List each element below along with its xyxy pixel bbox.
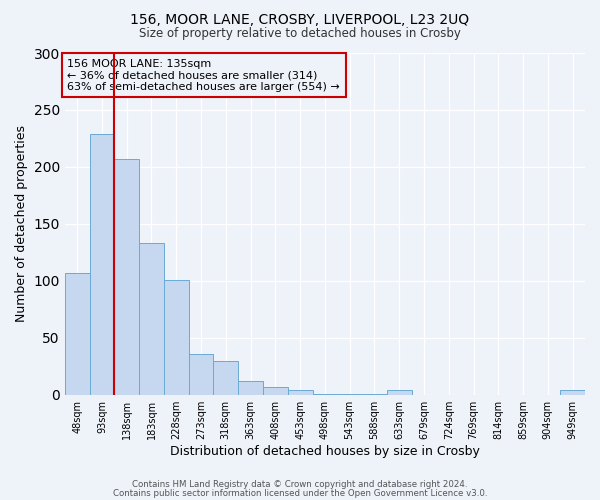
Bar <box>263 386 288 394</box>
Text: 156 MOOR LANE: 135sqm
← 36% of detached houses are smaller (314)
63% of semi-det: 156 MOOR LANE: 135sqm ← 36% of detached … <box>67 58 340 92</box>
Bar <box>560 390 585 394</box>
Bar <box>89 134 115 394</box>
Text: Contains public sector information licensed under the Open Government Licence v3: Contains public sector information licen… <box>113 489 487 498</box>
Bar <box>65 273 89 394</box>
Y-axis label: Number of detached properties: Number of detached properties <box>15 126 28 322</box>
Text: Contains HM Land Registry data © Crown copyright and database right 2024.: Contains HM Land Registry data © Crown c… <box>132 480 468 489</box>
Bar <box>188 354 214 395</box>
Text: Size of property relative to detached houses in Crosby: Size of property relative to detached ho… <box>139 28 461 40</box>
Bar <box>288 390 313 394</box>
Text: 156, MOOR LANE, CROSBY, LIVERPOOL, L23 2UQ: 156, MOOR LANE, CROSBY, LIVERPOOL, L23 2… <box>130 12 470 26</box>
Bar <box>115 159 139 394</box>
X-axis label: Distribution of detached houses by size in Crosby: Distribution of detached houses by size … <box>170 444 480 458</box>
Bar <box>139 243 164 394</box>
Bar <box>238 381 263 394</box>
Bar <box>387 390 412 394</box>
Bar <box>214 360 238 394</box>
Bar <box>164 280 188 394</box>
